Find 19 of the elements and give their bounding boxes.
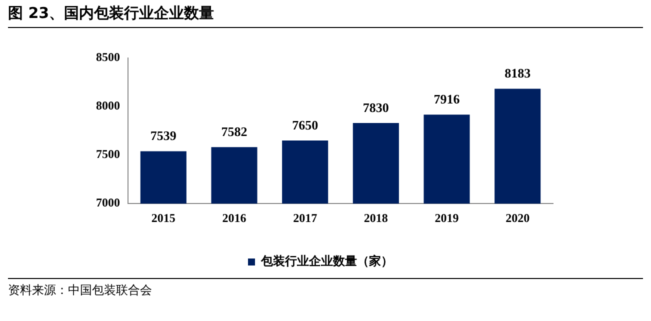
y-tick-label: 7500 <box>96 147 120 162</box>
x-tick-label: 2015 <box>151 210 176 225</box>
data-label: 7650 <box>292 117 318 132</box>
x-tick-label: 2019 <box>434 210 459 225</box>
data-label: 7582 <box>221 124 248 139</box>
legend-label: 包装行业企业数量（家） <box>260 254 393 268</box>
data-label: 7916 <box>434 92 460 107</box>
x-tick-label: 2016 <box>222 210 246 225</box>
x-tick-label: 2017 <box>293 210 318 225</box>
x-tick-label: 2018 <box>364 210 388 225</box>
data-label: 7830 <box>362 100 389 115</box>
y-tick-label: 8500 <box>96 50 120 64</box>
data-label: 7539 <box>150 128 177 144</box>
data-label: 8183 <box>504 66 532 81</box>
text: 资料来源：中国包装联合会 <box>8 282 153 299</box>
y-tick-label: 7000 <box>96 196 120 210</box>
chart-title: 图 23、国内包装行业企业数量 <box>8 4 643 28</box>
x-tick-label: 2020 <box>506 210 530 225</box>
y-tick-label: 8000 <box>96 98 120 113</box>
